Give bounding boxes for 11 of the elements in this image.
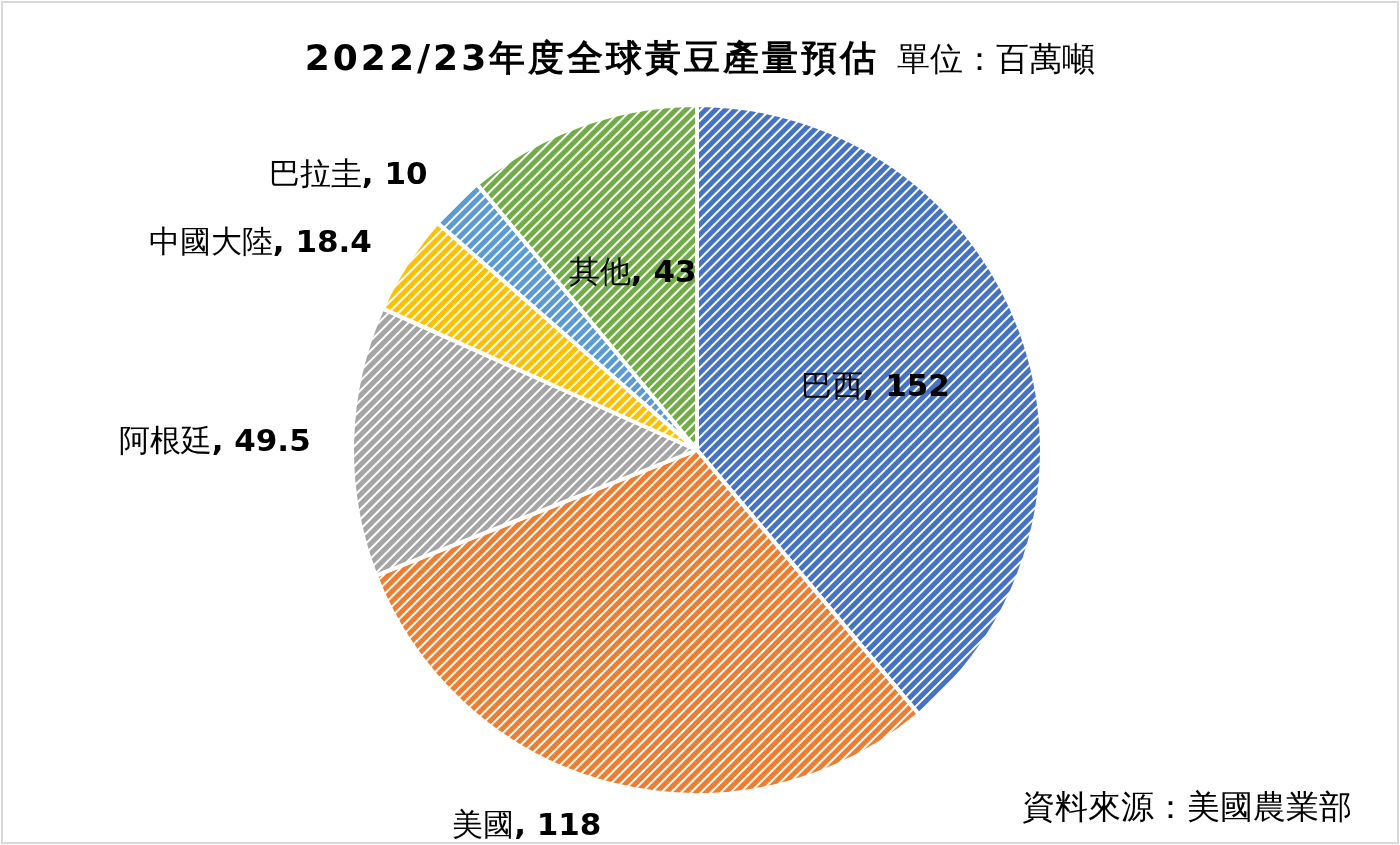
slice-label: 中國大陸 — [148, 223, 273, 260]
data-label: , 118 — [514, 806, 602, 843]
data-label: , 10 — [361, 155, 428, 192]
slice-label: 美國 — [452, 806, 515, 843]
chart-subtitle: 單位：百萬噸 — [897, 39, 1096, 78]
chart-title: 2022/23年度全球黃豆產量預估 — [304, 37, 880, 78]
source-note: 資料來源：美國農業部 — [1022, 787, 1352, 826]
data-label: , 18.4 — [272, 223, 372, 260]
slice-label: 阿根廷 — [118, 422, 212, 459]
slice-label: 巴拉圭 — [268, 155, 362, 192]
data-label: , 49.5 — [211, 422, 311, 459]
